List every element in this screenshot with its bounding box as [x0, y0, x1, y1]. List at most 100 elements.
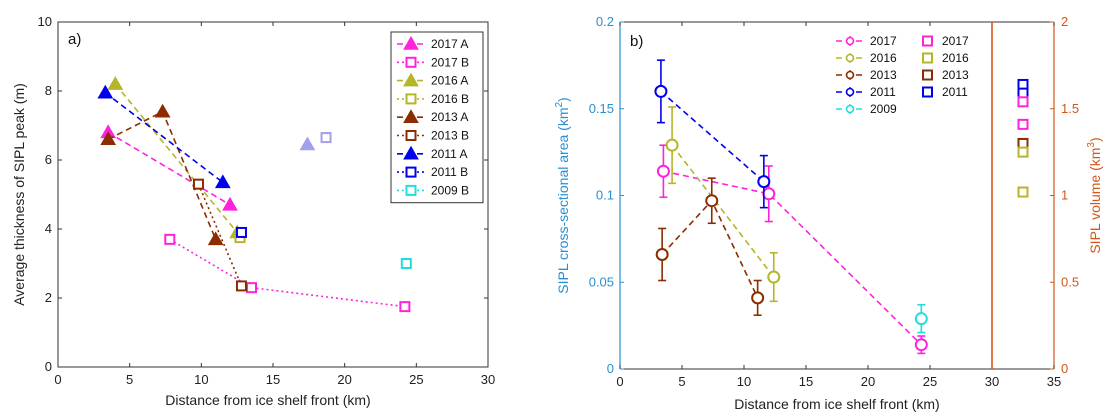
- legend-entry: 2013 B: [431, 129, 469, 143]
- series-line-2016: [671, 144, 775, 278]
- y-tick-label: 8: [45, 83, 52, 98]
- legend-volume-entry: 2011: [942, 85, 968, 99]
- x-tick-label: 15: [266, 372, 280, 387]
- data-point-2013-b: [235, 280, 247, 292]
- faded-data-point: [320, 132, 332, 144]
- legend-marker: [845, 53, 855, 63]
- left-y-axis-label-text: SIPL cross-sectional area (km: [555, 108, 571, 294]
- legend-entry: 2017 A: [431, 37, 468, 51]
- y-tick-label: 2: [45, 290, 52, 305]
- x-tick-label: 30: [985, 374, 999, 389]
- volume-marker-2016: [1017, 186, 1029, 198]
- x-tick-label: 15: [799, 374, 813, 389]
- x-tick-label: 5: [678, 374, 685, 389]
- data-point-2011: [757, 175, 771, 189]
- x-axis-label: Distance from ice shelf front (km): [734, 396, 939, 412]
- data-point-2013-b: [192, 178, 204, 190]
- legend-entry: 2011 B: [431, 165, 468, 179]
- legend-marker: [845, 87, 855, 97]
- data-point-2013: [751, 291, 765, 305]
- legend-marker: [405, 166, 417, 178]
- legend-entry: 2016 B: [431, 92, 469, 106]
- legend-entry: 2017 B: [431, 55, 469, 69]
- data-point-2013-a: [154, 103, 171, 118]
- data-point-2009: [914, 312, 928, 326]
- legend-volume-marker: [922, 35, 933, 47]
- x-tick-label: 5: [126, 372, 133, 387]
- left-y-axis-label-superscript: 2: [554, 102, 565, 108]
- right-y-tick-label: 1.5: [1061, 101, 1079, 116]
- left-y-axis-label-close: ): [555, 97, 571, 102]
- panel-a: 0 5 10 15 20 25 30 0 2 4 6 8 10 Distance from ice she…: [11, 14, 495, 408]
- data-point-2013-a: [100, 131, 117, 146]
- data-point-2017-b: [399, 301, 411, 313]
- legend-marker: [405, 93, 417, 105]
- y-axis-label: Average thickness of SIPL peak (m): [11, 83, 27, 306]
- legend-marker: [403, 72, 419, 87]
- legend-volume-marker: [922, 69, 933, 81]
- legend-entry: 2011 A: [431, 147, 467, 161]
- legend-entry: 2013 A: [431, 110, 468, 124]
- series-line-2017: [663, 170, 922, 346]
- right-y-axis-label-close: ): [1087, 137, 1103, 142]
- legend-entry: 2016 A: [431, 74, 468, 88]
- legend-marker: [845, 70, 855, 80]
- data-point-2017-b: [246, 282, 257, 294]
- legend-volume-entry: 2013: [942, 68, 969, 82]
- x-tick-label: 30: [481, 372, 495, 387]
- right-y-tick-label: 2: [1061, 14, 1068, 29]
- data-point-2009-b: [400, 258, 412, 269]
- x-tick-label: 0: [54, 372, 61, 387]
- legend-marker: [405, 56, 417, 68]
- data-point-2017-b: [164, 233, 176, 245]
- legend-marker: [403, 35, 419, 50]
- volume-marker-2016: [1017, 146, 1029, 158]
- volume-marker-2011: [1017, 87, 1029, 99]
- legend-marker: [403, 109, 419, 123]
- faded-data-point: [299, 136, 316, 151]
- data-point-2011: [654, 84, 668, 98]
- right-y-axis-label-superscript: 3: [1086, 142, 1097, 148]
- series-line-2013-b: [197, 183, 243, 287]
- data-point-2011-b: [235, 226, 247, 238]
- legend-volume-marker: [922, 52, 933, 64]
- legend-volume-entry: 2017: [942, 34, 969, 48]
- x-tick-label: 25: [923, 374, 937, 389]
- x-tick-label: 10: [737, 374, 751, 389]
- legend-entry: 2016: [870, 51, 897, 65]
- legend-volume-marker: [922, 86, 933, 98]
- left-y-axis-label: SIPL cross-sectional area (km2): [554, 97, 571, 293]
- left-y-tick-label: 0.1: [596, 188, 614, 203]
- right-y-axis-label-text: SIPL volume (km: [1087, 148, 1103, 254]
- series-line-2013: [661, 199, 759, 299]
- x-axis-label: Distance from ice shelf front (km): [165, 392, 370, 408]
- legend-marker: [405, 184, 417, 196]
- y-tick-label: 4: [45, 221, 52, 236]
- legend-marker: [405, 130, 417, 141]
- legend-marker: [845, 36, 855, 46]
- left-y-tick-label: 0: [607, 361, 614, 376]
- series-line-2011: [660, 90, 765, 183]
- x-tick-label: 25: [409, 372, 423, 387]
- volume-marker-2013: [1017, 137, 1029, 149]
- data-point-2016: [665, 138, 679, 152]
- data-point-2013: [655, 247, 669, 261]
- right-y-tick-label: 0.5: [1061, 274, 1079, 289]
- legend-entry: 2017: [870, 34, 897, 48]
- series-line-2011-a: [104, 92, 224, 184]
- volume-marker-2017: [1017, 96, 1029, 108]
- right-y-axis-label: SIPL volume (km3): [1086, 137, 1103, 253]
- right-y-tick-label: 1: [1061, 188, 1068, 203]
- volume-marker-2011: [1017, 78, 1029, 90]
- y-tick-label: 6: [45, 152, 52, 167]
- panel-label-b: b): [630, 33, 643, 50]
- series-line-2013-a: [107, 110, 217, 240]
- left-y-tick-label: 0.15: [589, 101, 614, 116]
- x-tick-label: 0: [616, 374, 623, 389]
- data-point-2017-a: [222, 196, 238, 211]
- x-tick-label: 20: [337, 372, 351, 387]
- data-point-2017: [656, 164, 670, 178]
- data-point-2017: [762, 187, 776, 201]
- volume-marker-2017: [1017, 118, 1029, 130]
